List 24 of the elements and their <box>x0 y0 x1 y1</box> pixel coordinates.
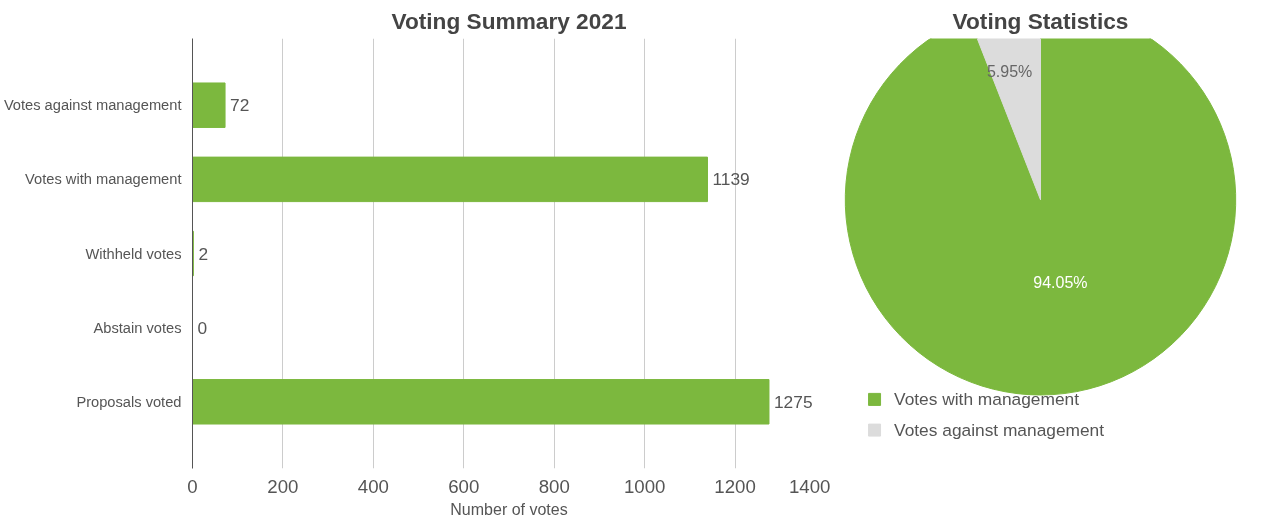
x-tick-label: 1200 <box>714 475 756 497</box>
data-label: 1275 <box>773 391 813 412</box>
x-tick-label: 1000 <box>623 475 666 497</box>
data-label: 72 <box>230 95 250 116</box>
y-tick-label: Withheld votes <box>85 245 182 262</box>
y-tick-label: Abstain votes <box>93 319 182 336</box>
chart-title: Voting Statistics <box>952 7 1129 34</box>
legend-label: Votes against management <box>894 420 1105 441</box>
chart-title: Voting Summary 2021 <box>391 7 627 34</box>
x-tick-label: 200 <box>267 475 299 497</box>
y-tick-label: Votes with management <box>25 171 182 188</box>
x-axis-title: Number of votes <box>450 500 568 518</box>
data-label: 94.05% <box>1033 274 1088 292</box>
x-tick-label: 1400 <box>789 475 831 497</box>
x-tick-label: 800 <box>538 475 570 497</box>
y-tick-label: Votes against management <box>3 97 182 114</box>
data-label: 0 <box>197 317 208 338</box>
data-label: 1139 <box>712 169 750 190</box>
legend-label: Votes with management <box>894 389 1080 410</box>
y-tick-label: Proposals voted <box>76 393 182 410</box>
x-tick-label: 0 <box>187 475 198 497</box>
x-tick-label: 400 <box>357 475 389 497</box>
x-tick-label: 600 <box>448 475 480 497</box>
data-label: 2 <box>198 243 209 264</box>
